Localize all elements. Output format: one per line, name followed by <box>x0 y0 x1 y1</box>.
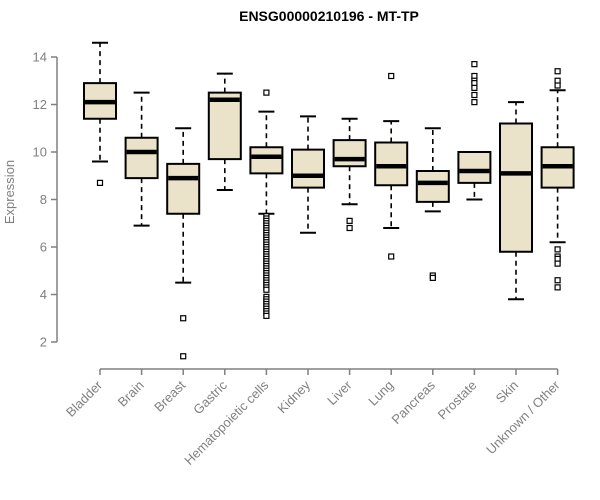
boxplot-brain <box>124 91 159 227</box>
outlier-point <box>554 82 561 89</box>
outlier-point <box>554 246 561 253</box>
outlier-point <box>471 99 478 106</box>
boxplot-gastric <box>207 72 242 191</box>
outlier-point <box>471 91 478 99</box>
y-tick-label: 14 <box>33 50 47 65</box>
outlier-point <box>388 253 395 260</box>
outlier-point <box>180 353 187 360</box>
y-tick-label: 10 <box>33 145 47 160</box>
boxplot-pancreas <box>415 127 450 281</box>
y-tick-label: 4 <box>40 287 47 302</box>
y-tick-label: 6 <box>40 240 47 255</box>
iqr-box <box>332 139 367 168</box>
iqr-box <box>166 162 201 215</box>
x-tick-label: Brain <box>115 378 147 410</box>
iqr-box <box>291 148 325 189</box>
y-axis-label: Expression <box>2 160 17 224</box>
boxplot-lung <box>374 72 409 260</box>
iqr-box <box>415 170 450 203</box>
boxplot-prostate <box>457 61 492 201</box>
outlier-point <box>263 312 270 319</box>
x-tick-label: Prostate <box>435 378 480 423</box>
outlier-point <box>429 274 436 281</box>
boxplot-hematopoietic-cells <box>249 89 284 319</box>
x-tick-label: Liver <box>324 377 355 408</box>
iqr-box <box>374 141 409 187</box>
y-tick-label: 2 <box>40 335 47 350</box>
outlier-point <box>554 284 561 291</box>
boxplot-kidney <box>291 115 325 234</box>
outlier-point <box>180 315 187 322</box>
boxplot-series <box>83 41 575 360</box>
outlier-point <box>346 224 353 232</box>
boxplot-breast <box>166 127 201 360</box>
outlier-point <box>471 61 478 68</box>
x-tick-label: Pancreas <box>388 377 438 427</box>
x-tick-label: Skin <box>493 378 521 406</box>
boxplot-bladder <box>83 41 117 186</box>
x-tick-label: Lung <box>365 378 396 409</box>
chart-title: ENSG00000210196 - MT-TP <box>239 8 419 24</box>
iqr-box <box>124 136 159 180</box>
outlier-point <box>263 89 270 96</box>
iqr-box <box>499 122 533 253</box>
x-tick-label: Kidney <box>274 377 313 416</box>
iqr-box <box>457 151 492 184</box>
outlier-point <box>554 277 561 284</box>
x-tick-label: Breast <box>151 377 188 414</box>
y-tick-label: 8 <box>40 192 47 207</box>
boxplot-unknown-other <box>540 68 575 291</box>
outlier-point <box>346 217 353 224</box>
iqr-box <box>249 146 284 175</box>
x-tick-label: Gastric <box>190 377 230 417</box>
iqr-box <box>207 91 242 161</box>
outlier-point <box>96 179 104 186</box>
outlier-point <box>263 286 270 293</box>
outlier-point <box>388 72 395 80</box>
outlier-point <box>471 84 478 91</box>
outlier-point <box>554 68 561 75</box>
outlier-point <box>554 260 561 267</box>
x-tick-label: Bladder <box>63 377 106 420</box>
y-tick-label: 12 <box>33 97 47 112</box>
boxplot-skin <box>499 101 533 301</box>
boxplot-liver <box>332 117 367 232</box>
x-tick-label: Unknown / Other <box>483 377 563 457</box>
